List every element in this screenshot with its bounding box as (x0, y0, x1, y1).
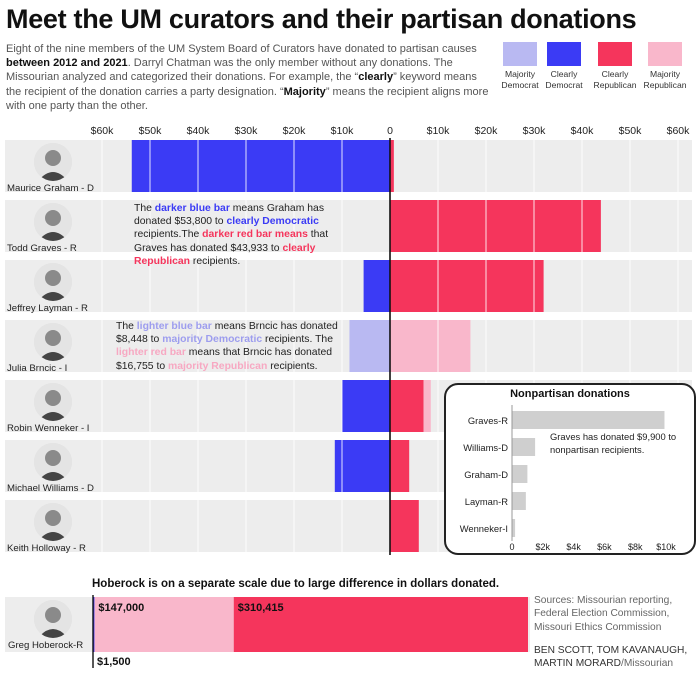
category-label: Graham-D (464, 469, 508, 480)
bar-clearly-republican (233, 597, 529, 652)
bar-nonpartisan (512, 438, 536, 456)
x-tick-label: 0 (509, 542, 514, 552)
x-tick-label: $20k (475, 125, 499, 137)
curator-name: Maurice Graham - D (7, 183, 94, 194)
nonpartisan-title: Nonpartisan donations (510, 388, 630, 400)
legend-clearly-democrat: Clearly Democrat (541, 42, 587, 90)
annotation-graham-graves: The darker blue bar means Graham has don… (134, 203, 329, 267)
data-label: $1,500 (97, 656, 131, 668)
category-label: Graves-R (468, 415, 508, 426)
nonpartisan-panel: Nonpartisan donations Graves-R Williams-D… (444, 383, 696, 555)
intro-text: Eight of the nine members of the UM Syst… (6, 43, 489, 112)
legend-majority-republican: Majority Republican (642, 42, 688, 90)
x-tick-label: $4k (566, 542, 581, 552)
page-title: Meet the UM curators and their partisan … (6, 4, 637, 34)
data-label: $147,000 (98, 602, 144, 614)
x-tick-label: $10k (656, 542, 676, 552)
category-label: Williams-D (463, 442, 508, 453)
curator-name: Keith Holloway - R (7, 543, 86, 554)
curator-name: Julia Brncic - I (7, 363, 68, 374)
portrait-photo (34, 383, 72, 421)
bar-nonpartisan (512, 465, 528, 483)
bar-clearly-democrat (342, 380, 390, 432)
x-tick-label: $6k (597, 542, 612, 552)
portrait-photo (34, 203, 72, 241)
x-tick-label: $30k (523, 125, 547, 137)
x-tick-label: $60k (667, 125, 691, 137)
legend-clearly-republican: Clearly Republican (592, 42, 638, 90)
bar-clearly-republican (390, 200, 601, 252)
row-background (5, 260, 692, 312)
bar-clearly-republican (390, 500, 419, 552)
x-tick-label: $50k (619, 125, 643, 137)
curator-name: Robin Wenneker - I (7, 423, 90, 434)
x-tick-label: 0 (387, 125, 393, 137)
x-tick-label: $40k (187, 125, 211, 137)
portrait-photo (34, 323, 72, 361)
portrait-photo (34, 503, 72, 541)
bar-nonpartisan (512, 411, 665, 429)
credits: BEN SCOTT, TOM KAVANAUGH, MARTIN MORARD/… (534, 645, 688, 670)
x-tick-label: $2k (536, 542, 551, 552)
legend-swatch (547, 42, 581, 66)
legend: Majority Democrat Clearly Democrat Clearly… (497, 42, 693, 102)
curator-name: Jeffrey Layman - R (7, 303, 88, 314)
x-tick-label: $20k (283, 125, 307, 137)
x-tick-label: $50k (139, 125, 163, 137)
curator-name: Greg Hoberock-R (8, 640, 84, 651)
bar-majority-republican (94, 597, 234, 652)
bar-nonpartisan (512, 519, 516, 537)
portrait-photo (34, 600, 72, 638)
bar-clearly-democrat (93, 597, 95, 652)
bar-clearly-democrat (334, 440, 390, 492)
bar-clearly-democrat (363, 260, 390, 312)
legend-swatch (598, 42, 632, 66)
bar-nonpartisan (512, 492, 526, 510)
bar-clearly-republican (390, 440, 410, 492)
nonpartisan-bar-chart: Graves-R Williams-D Graham-D Layman-R Wennek… (460, 405, 676, 552)
x-tick-label: $60k (91, 125, 115, 137)
legend-swatch (503, 42, 537, 66)
bar-clearly-republican (390, 260, 544, 312)
bar-majority-republican (423, 380, 431, 432)
data-label: $310,415 (238, 602, 284, 614)
x-tick-label: $8k (628, 542, 643, 552)
category-label: Wenneker-I (460, 523, 508, 534)
portrait-photo (34, 263, 72, 301)
category-label: Layman-R (465, 496, 508, 507)
legend-majority-democrat: Majority Democrat (497, 42, 543, 90)
row-background (5, 320, 692, 372)
portrait-photo (34, 443, 72, 481)
curator-name: Michael Williams - D (7, 483, 94, 494)
annotation-brncic: The lighter blue bar means Brncic has do… (116, 321, 338, 372)
bar-clearly-democrat (131, 140, 390, 192)
bar-majority-republican (390, 320, 471, 372)
hoberock-title: Hoberock is on a separate scale due to l… (92, 578, 500, 590)
bar-clearly-republican (390, 140, 394, 192)
sources: Sources: Missourian reporting, Federal E… (534, 595, 673, 633)
bar-majority-democrat (349, 320, 390, 372)
x-tick-label: $10k (427, 125, 451, 137)
x-tick-label: $30k (235, 125, 259, 137)
x-tick-label: $40k (571, 125, 595, 137)
bar-clearly-republican (390, 380, 424, 432)
legend-swatch (648, 42, 682, 66)
x-tick-label: $10k (331, 125, 355, 137)
curator-name: Todd Graves - R (7, 243, 77, 254)
portrait-photo (34, 143, 72, 181)
nonpartisan-annotation: Graves has donated $9,900 to nonpartisan… (550, 431, 677, 455)
